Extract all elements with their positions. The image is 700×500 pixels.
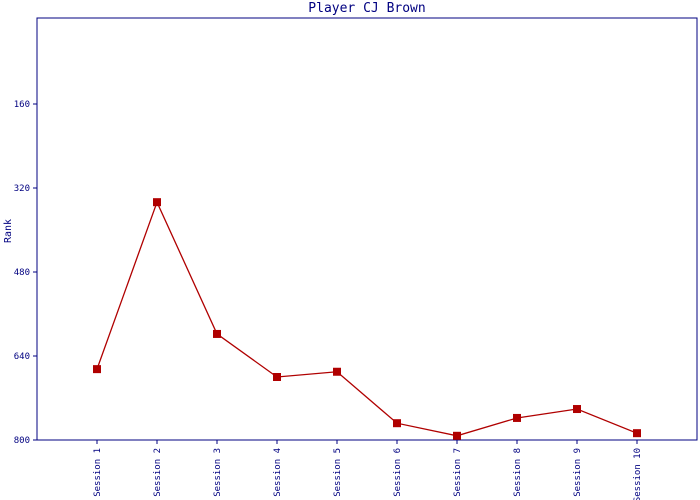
x-tick-label: Session 4	[273, 448, 283, 497]
marker	[93, 365, 101, 374]
marker	[513, 413, 521, 422]
x-tick-label: Session 2	[153, 448, 163, 497]
plot-frame	[36, 17, 698, 441]
y-tick-label: 320	[14, 184, 30, 194]
marker	[633, 429, 641, 438]
chart-title: Player CJ Brown	[308, 1, 425, 16]
x-tick-label: Session 6	[393, 448, 403, 497]
x-tick-label: Session 9	[573, 448, 583, 497]
y-tick-label: 640	[14, 352, 30, 362]
y-tick-label: 480	[14, 268, 30, 278]
x-tick-label: Session 10	[633, 448, 643, 500]
line	[96, 200, 638, 437]
x-tick-label: Session 1	[93, 448, 103, 497]
x-tick-label: Session 7	[453, 448, 463, 497]
y-axis-label: Rank	[3, 219, 14, 243]
marker	[453, 431, 461, 440]
marker	[273, 373, 281, 381]
x-tick-label: Session 3	[213, 448, 223, 497]
marker	[393, 419, 401, 428]
marker	[573, 405, 581, 414]
x-tick-label: Session 8	[513, 448, 523, 497]
marker	[213, 329, 221, 338]
x-tick-label: Session 5	[333, 448, 343, 497]
y-tick-label: 800	[14, 436, 30, 446]
y-tick-label: 160	[14, 100, 30, 110]
marker	[153, 198, 161, 207]
marker	[333, 367, 341, 376]
